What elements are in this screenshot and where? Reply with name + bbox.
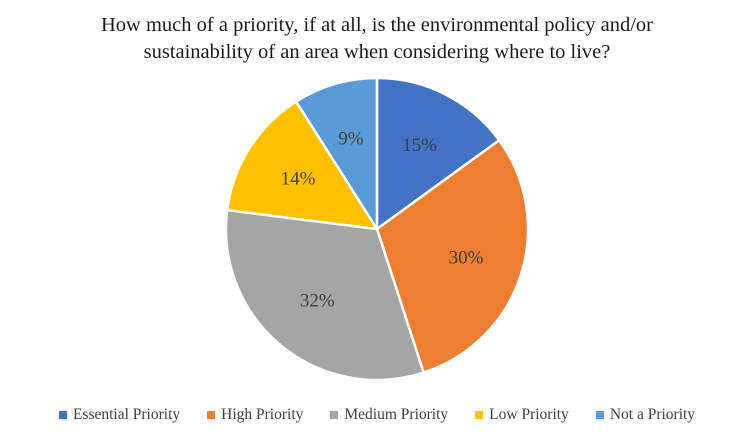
legend-item-essential-priority: Essential Priority xyxy=(58,406,181,424)
legend-swatch-icon xyxy=(595,411,604,419)
pie-slice-high-priority xyxy=(375,138,530,374)
pie-slice-low-priority xyxy=(225,100,379,231)
legend-label: Essential Priority xyxy=(72,406,181,423)
pie-data-label: 32% xyxy=(300,291,335,312)
legend-swatch-icon xyxy=(475,411,484,419)
pie-slice-not-a-priority xyxy=(294,76,379,231)
legend-swatch-icon xyxy=(330,411,339,419)
pie-data-label: 9% xyxy=(338,129,364,150)
legend-label: Medium Priority xyxy=(344,406,449,423)
pie-data-label: 14% xyxy=(281,168,316,189)
legend-label: High Priority xyxy=(221,406,304,423)
pie-data-label: 30% xyxy=(449,247,484,268)
chart-title: How much of a priority, if at all, is th… xyxy=(100,14,654,64)
pie-slice-medium-priority xyxy=(224,208,425,382)
pie-data-label: 15% xyxy=(402,135,437,156)
pie-chart-area: 15% 30% 32% 14% 9% xyxy=(222,72,532,384)
legend-label: Not a Priority xyxy=(609,406,696,423)
pie-chart: 15% 30% 32% 14% 9% xyxy=(224,76,530,382)
legend: Essential Priority High Priority Medium Pr… xyxy=(0,406,754,424)
legend-swatch-icon xyxy=(207,411,216,419)
legend-item-low-priority: Low Priority xyxy=(475,406,569,424)
legend-label: Low Priority xyxy=(489,406,569,423)
pie-slice-essential-priority xyxy=(375,76,501,231)
legend-item-medium-priority: Medium Priority xyxy=(330,406,448,424)
legend-swatch-icon xyxy=(58,411,67,419)
legend-item-not-a-priority: Not a Priority xyxy=(595,406,696,424)
legend-item-high-priority: High Priority xyxy=(207,406,303,424)
